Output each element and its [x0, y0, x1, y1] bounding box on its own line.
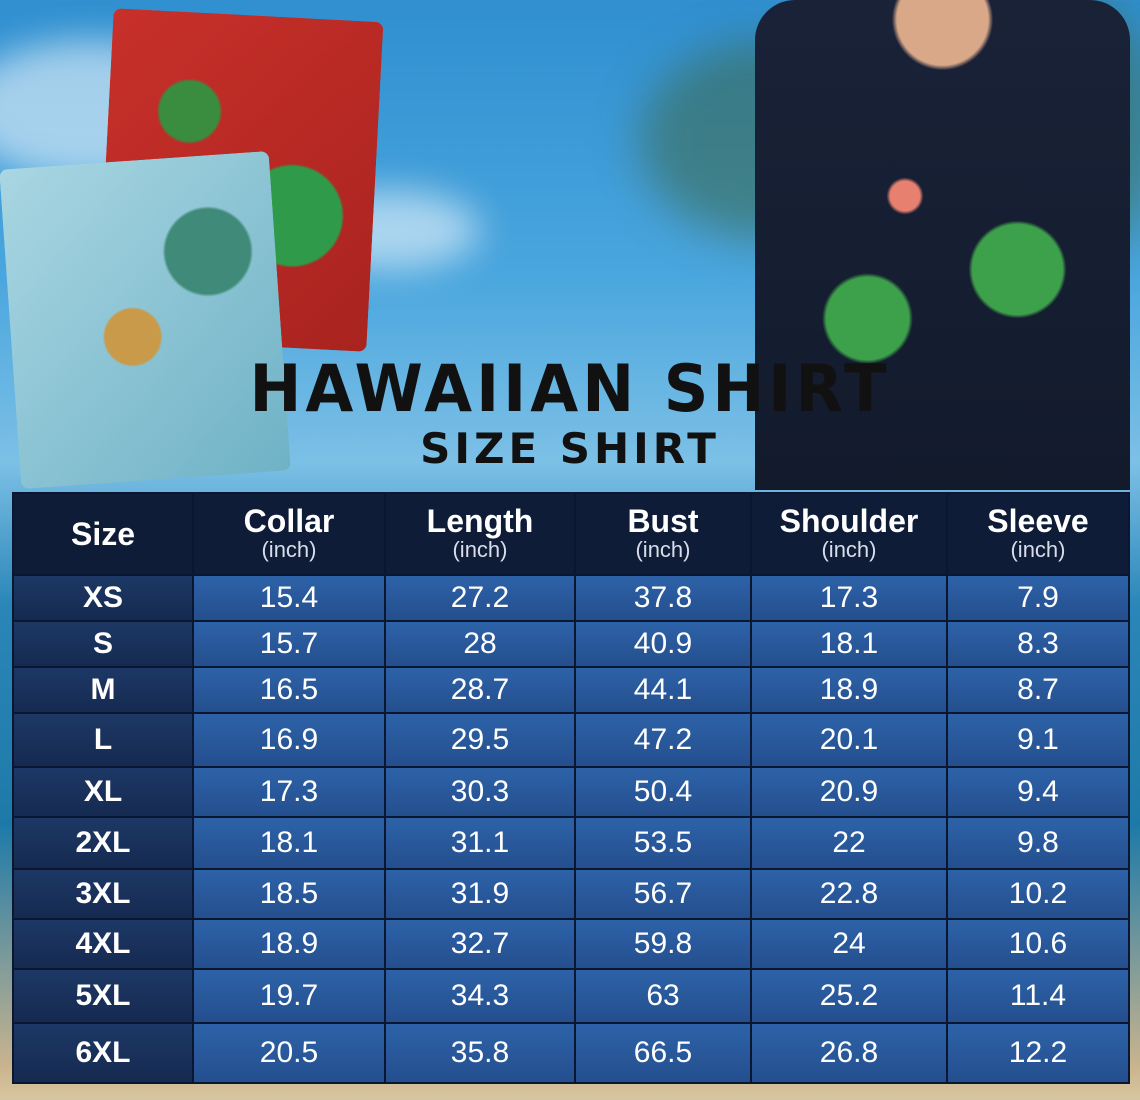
- measurement-cell: 16.5: [192, 666, 386, 714]
- column-header-sleeve: Sleeve (inch): [946, 492, 1130, 576]
- table-row: 4XL 18.9 32.7 59.8 24 10.6: [12, 918, 1130, 970]
- measurement-cell: 17.3: [192, 766, 386, 818]
- size-cell: 4XL: [12, 918, 194, 970]
- page-title: HAWAIIAN SHIRT: [249, 350, 891, 427]
- column-header-bust: Bust (inch): [574, 492, 752, 576]
- measurement-cell: 15.4: [192, 574, 386, 622]
- measurement-cell: 25.2: [750, 968, 948, 1024]
- column-header-collar: Collar (inch): [192, 492, 386, 576]
- measurement-cell: 20.9: [750, 766, 948, 818]
- column-header-label: Shoulder: [779, 503, 919, 539]
- size-cell: 6XL: [12, 1022, 194, 1084]
- table-row: S 15.7 28 40.9 18.1 8.3: [12, 620, 1130, 668]
- measurement-cell: 28.7: [384, 666, 576, 714]
- measurement-cell: 12.2: [946, 1022, 1130, 1084]
- column-header-label: Bust: [627, 503, 699, 539]
- column-header-label: Sleeve: [987, 503, 1089, 539]
- measurement-cell: 11.4: [946, 968, 1130, 1024]
- size-cell: 5XL: [12, 968, 194, 1024]
- table-row: XS 15.4 27.2 37.8 17.3 7.9: [12, 574, 1130, 622]
- table-row: 3XL 18.5 31.9 56.7 22.8 10.2: [12, 868, 1130, 920]
- measurement-cell: 53.5: [574, 816, 752, 870]
- measurement-cell: 20.5: [192, 1022, 386, 1084]
- measurement-cell: 20.1: [750, 712, 948, 768]
- measurement-cell: 30.3: [384, 766, 576, 818]
- measurement-cell: 18.1: [192, 816, 386, 870]
- measurement-cell: 37.8: [574, 574, 752, 622]
- column-header-unit: (inch): [1010, 537, 1066, 562]
- measurement-cell: 16.9: [192, 712, 386, 768]
- measurement-cell: 40.9: [574, 620, 752, 668]
- page-subtitle: SIZE SHIRT: [420, 424, 720, 473]
- table-row: M 16.5 28.7 44.1 18.9 8.7: [12, 666, 1130, 714]
- column-header-unit: (inch): [452, 537, 508, 562]
- column-header-shoulder: Shoulder (inch): [750, 492, 948, 576]
- measurement-cell: 24: [750, 918, 948, 970]
- measurement-cell: 9.1: [946, 712, 1130, 768]
- size-cell: XL: [12, 766, 194, 818]
- measurement-cell: 15.7: [192, 620, 386, 668]
- measurement-cell: 10.2: [946, 868, 1130, 920]
- table-header-row: Size Collar (inch) Length (inch) Bust (inch) Sh…: [12, 492, 1130, 576]
- column-header-unit: (inch): [635, 537, 691, 562]
- column-header-label: Size: [70, 516, 136, 552]
- table-row: XL 17.3 30.3 50.4 20.9 9.4: [12, 766, 1130, 818]
- column-header-label: Length: [426, 503, 534, 539]
- size-cell: L: [12, 712, 194, 768]
- measurement-cell: 9.8: [946, 816, 1130, 870]
- measurement-cell: 27.2: [384, 574, 576, 622]
- measurement-cell: 8.3: [946, 620, 1130, 668]
- measurement-cell: 63: [574, 968, 752, 1024]
- size-cell: 2XL: [12, 816, 194, 870]
- measurement-cell: 18.9: [750, 666, 948, 714]
- size-cell: M: [12, 666, 194, 714]
- measurement-cell: 31.9: [384, 868, 576, 920]
- table-row: 5XL 19.7 34.3 63 25.2 11.4: [12, 968, 1130, 1024]
- measurement-cell: 28: [384, 620, 576, 668]
- size-cell: XS: [12, 574, 194, 622]
- measurement-cell: 32.7: [384, 918, 576, 970]
- column-header-unit: (inch): [821, 537, 877, 562]
- table-row: 6XL 20.5 35.8 66.5 26.8 12.2: [12, 1022, 1130, 1084]
- column-header-label: Collar: [243, 503, 335, 539]
- column-header-size: Size: [12, 492, 194, 576]
- measurement-cell: 44.1: [574, 666, 752, 714]
- size-cell: S: [12, 620, 194, 668]
- measurement-cell: 19.7: [192, 968, 386, 1024]
- measurement-cell: 59.8: [574, 918, 752, 970]
- measurement-cell: 18.5: [192, 868, 386, 920]
- measurement-cell: 66.5: [574, 1022, 752, 1084]
- measurement-cell: 17.3: [750, 574, 948, 622]
- measurement-cell: 56.7: [574, 868, 752, 920]
- size-chart-table: Size Collar (inch) Length (inch) Bust (inch) Sh…: [12, 492, 1130, 1084]
- measurement-cell: 22: [750, 816, 948, 870]
- measurement-cell: 29.5: [384, 712, 576, 768]
- measurement-cell: 18.9: [192, 918, 386, 970]
- measurement-cell: 10.6: [946, 918, 1130, 970]
- table-row: L 16.9 29.5 47.2 20.1 9.1: [12, 712, 1130, 768]
- table-row: 2XL 18.1 31.1 53.5 22 9.8: [12, 816, 1130, 870]
- measurement-cell: 9.4: [946, 766, 1130, 818]
- measurement-cell: 47.2: [574, 712, 752, 768]
- measurement-cell: 31.1: [384, 816, 576, 870]
- measurement-cell: 7.9: [946, 574, 1130, 622]
- model-flamingo-shirt-image: [755, 0, 1130, 490]
- measurement-cell: 22.8: [750, 868, 948, 920]
- column-header-unit: (inch): [261, 537, 317, 562]
- measurement-cell: 8.7: [946, 666, 1130, 714]
- column-header-length: Length (inch): [384, 492, 576, 576]
- measurement-cell: 35.8: [384, 1022, 576, 1084]
- size-cell: 3XL: [12, 868, 194, 920]
- measurement-cell: 18.1: [750, 620, 948, 668]
- measurement-cell: 50.4: [574, 766, 752, 818]
- measurement-cell: 26.8: [750, 1022, 948, 1084]
- measurement-cell: 34.3: [384, 968, 576, 1024]
